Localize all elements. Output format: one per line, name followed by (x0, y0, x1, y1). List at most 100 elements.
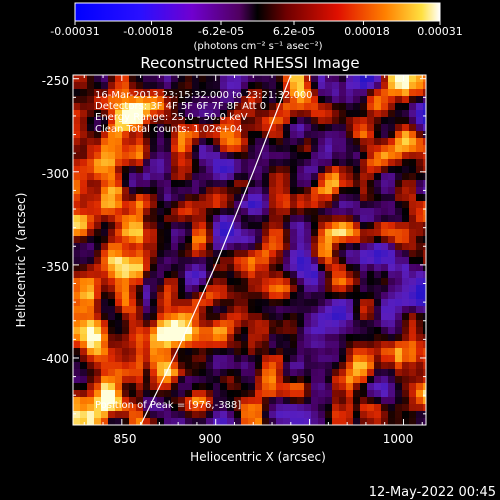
heatmap-cell (290, 397, 297, 404)
heatmap-cell (115, 187, 122, 194)
heatmap-cell (129, 180, 136, 187)
heatmap-cell (234, 152, 241, 159)
heatmap-cell (73, 215, 80, 222)
heatmap-cell (199, 89, 206, 96)
heatmap-cell (234, 327, 241, 334)
heatmap-cell (290, 306, 297, 313)
heatmap-cell (129, 208, 136, 215)
heatmap-cell (80, 222, 87, 229)
annotation-energy-range: Energy Range: 25.0 - 50.0 keV (95, 112, 248, 123)
heatmap-cell (157, 117, 164, 124)
heatmap-cell (360, 292, 367, 299)
heatmap-cell (185, 194, 192, 201)
heatmap-cell (283, 166, 290, 173)
heatmap-cell (304, 201, 311, 208)
heatmap-cell (402, 418, 409, 425)
heatmap-cell (283, 117, 290, 124)
heatmap-cell (409, 390, 416, 397)
heatmap-cell (227, 194, 234, 201)
heatmap-cell (94, 103, 101, 110)
heatmap-cell (164, 418, 171, 425)
heatmap-cell (311, 208, 318, 215)
heatmap-cell (143, 229, 150, 236)
heatmap-cell (87, 362, 94, 369)
heatmap-cell (360, 320, 367, 327)
heatmap-cell (276, 292, 283, 299)
heatmap-cell (227, 187, 234, 194)
heatmap-cell (171, 278, 178, 285)
heatmap-cell (395, 355, 402, 362)
heatmap-cell (94, 124, 101, 131)
heatmap-cell (311, 383, 318, 390)
heatmap-cell (115, 75, 122, 82)
heatmap-cell (304, 411, 311, 418)
heatmap-cell (122, 264, 129, 271)
heatmap-cell (150, 236, 157, 243)
heatmap-cell (87, 348, 94, 355)
heatmap-cell (122, 411, 129, 418)
heatmap-cell (311, 390, 318, 397)
heatmap-cell (276, 166, 283, 173)
heatmap-cell (416, 313, 423, 320)
heatmap-cell (255, 215, 262, 222)
heatmap-cell (171, 103, 178, 110)
heatmap-cell (192, 313, 199, 320)
heatmap-cell (164, 411, 171, 418)
heatmap-cell (297, 243, 304, 250)
heatmap-cell (416, 145, 423, 152)
heatmap-cell (283, 222, 290, 229)
heatmap-cell (318, 110, 325, 117)
heatmap-cell (150, 145, 157, 152)
heatmap-cell (143, 341, 150, 348)
heatmap-cell (304, 152, 311, 159)
heatmap-cell (115, 376, 122, 383)
heatmap-cell (122, 152, 129, 159)
heatmap-cell (318, 145, 325, 152)
heatmap-cell (192, 271, 199, 278)
heatmap-cell (108, 138, 115, 145)
heatmap-cell (297, 411, 304, 418)
heatmap-cell (339, 327, 346, 334)
heatmap-cell (220, 334, 227, 341)
heatmap-cell (374, 152, 381, 159)
heatmap-cell (318, 229, 325, 236)
heatmap-cell (346, 390, 353, 397)
heatmap-cell (171, 166, 178, 173)
heatmap-cell (325, 306, 332, 313)
heatmap-cell (115, 264, 122, 271)
heatmap-cell (332, 222, 339, 229)
heatmap-cell (269, 117, 276, 124)
heatmap-cell (367, 159, 374, 166)
heatmap-cell (339, 89, 346, 96)
heatmap-cell (360, 383, 367, 390)
heatmap-cell (129, 229, 136, 236)
heatmap-cell (395, 124, 402, 131)
heatmap-cell (346, 173, 353, 180)
heatmap-cell (374, 110, 381, 117)
heatmap-cell (297, 208, 304, 215)
heatmap-cell (171, 397, 178, 404)
heatmap-cell (388, 243, 395, 250)
heatmap-cell (129, 313, 136, 320)
heatmap-cell (304, 355, 311, 362)
heatmap-cell (248, 320, 255, 327)
colorbar-tick-label-3: 6.2e-05 (273, 25, 315, 38)
heatmap-cell (157, 418, 164, 425)
heatmap-cell (325, 75, 332, 82)
heatmap-cell (269, 306, 276, 313)
heatmap-cell (423, 341, 426, 348)
heatmap-cell (325, 348, 332, 355)
heatmap-cell (234, 418, 241, 425)
heatmap-cell (143, 348, 150, 355)
heatmap-cell (346, 166, 353, 173)
heatmap-cell (367, 257, 374, 264)
heatmap-cell (318, 152, 325, 159)
heatmap-cell (381, 355, 388, 362)
heatmap-cell (381, 236, 388, 243)
heatmap-cell (276, 201, 283, 208)
heatmap-cell (360, 355, 367, 362)
heatmap-cell (199, 208, 206, 215)
heatmap-cell (290, 383, 297, 390)
heatmap-cell (346, 369, 353, 376)
heatmap-cell (311, 138, 318, 145)
